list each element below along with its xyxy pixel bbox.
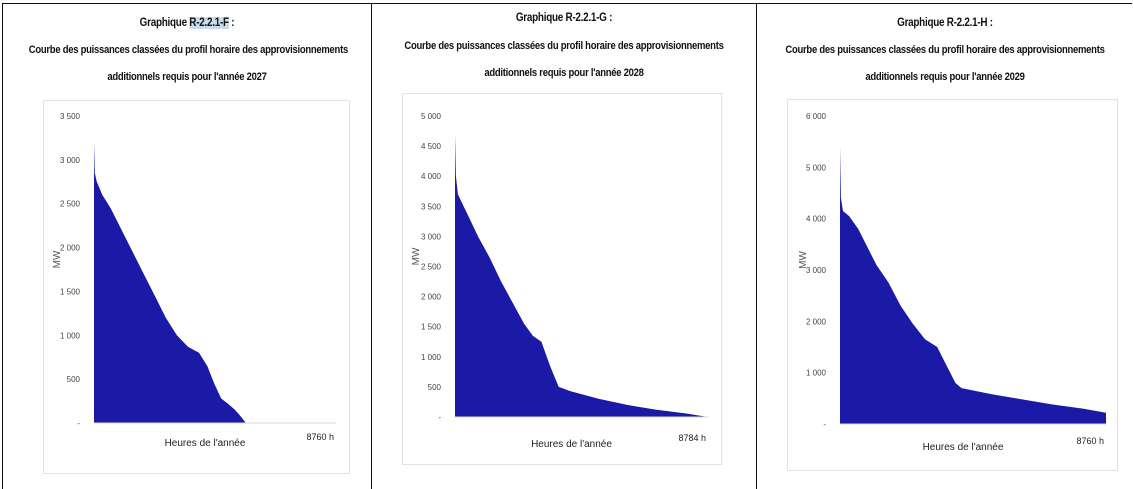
y-tick-label: - <box>438 413 441 422</box>
plot-area: - 1 000 2 000 3 000 4 000 5 000 6 000 MW Heures … <box>787 99 1118 471</box>
chart-title: Graphique R-2.2.1-G : <box>399 12 729 24</box>
y-tick-label: 3 000 <box>60 156 81 165</box>
chart-title-id: R-2.2.1-H <box>946 17 988 29</box>
frame-left-line <box>2 3 3 489</box>
y-tick-label: 1 500 <box>60 287 81 296</box>
x-axis-label: Heures de l'année <box>531 439 612 450</box>
y-tick-label: 500 <box>428 383 442 392</box>
y-tick-label: 1 000 <box>806 369 827 378</box>
y-tick-label: 500 <box>67 375 81 384</box>
x-end-label: 8760 h <box>306 432 334 442</box>
y-tick-label: 2 500 <box>60 200 81 209</box>
y-tick-label: 3 500 <box>421 202 442 211</box>
chart-subtitle-line1: Courbe des puissances classées du profil… <box>404 40 724 52</box>
chart-panel-2027: Graphique R-2.2.1-F : Courbe des puissan… <box>3 0 371 489</box>
plot-area: - 500 1 000 1 500 2 000 2 500 3 000 3 500 4 000 4… <box>402 93 722 465</box>
x-end-label: 8784 h <box>678 433 706 443</box>
chart-subtitle-line2: additionnels requis pour l'année 2029 <box>865 71 1025 83</box>
y-tick-label: 1 000 <box>421 353 442 362</box>
frame-top-line <box>2 3 1132 4</box>
y-tick-label: 6 000 <box>806 112 827 121</box>
y-tick-label: 3 000 <box>421 232 442 241</box>
area-series-mw <box>840 146 1106 425</box>
y-tick-label: 3 000 <box>806 266 827 275</box>
y-tick-label: 1 000 <box>60 331 81 340</box>
chart-title-id: R-2.2.1-F <box>189 17 229 29</box>
y-tick-label: 5 000 <box>806 163 827 172</box>
chart-title: Graphique R-2.2.1-F : <box>29 17 345 29</box>
chart-subtitle-line2: additionnels requis pour l'année 2028 <box>484 67 644 79</box>
y-tick-label: 1 500 <box>421 323 442 332</box>
x-axis-label: Heures de l'année <box>923 442 1004 453</box>
chart-title-suffix: : <box>606 12 613 24</box>
y-tick-label: - <box>823 420 826 429</box>
chart-title-prefix: Graphique <box>897 17 947 29</box>
area-series-mw <box>455 134 708 417</box>
area-series-mw <box>94 142 336 424</box>
chart-svg: - 500 1 000 1 500 2 000 2 500 3 000 3 500 4 000 4… <box>411 112 708 450</box>
y-tick-label: 4 000 <box>806 215 827 224</box>
chart-subtitle-line1: Courbe des puissances classées du profil… <box>785 44 1105 56</box>
y-axis-label: MW <box>798 251 809 269</box>
divider-line-2 <box>756 3 757 489</box>
y-tick-label: 2 000 <box>421 293 442 302</box>
y-tick-label: 5 000 <box>421 112 442 121</box>
y-tick-label: 2 000 <box>806 317 827 326</box>
y-tick-label: - <box>77 419 80 428</box>
divider-line-1 <box>371 3 372 489</box>
y-tick-label: 2 500 <box>421 263 442 272</box>
x-end-label: 8760 h <box>1076 436 1104 446</box>
y-tick-label: 3 500 <box>60 112 81 121</box>
chart-title-prefix: Graphique <box>515 12 566 24</box>
chart-title: Graphique R-2.2.1-H : <box>783 17 1106 29</box>
chart-svg: - 1 000 2 000 3 000 4 000 5 000 6 000 MW Heures … <box>798 112 1106 453</box>
chart-subtitle-line2: additionnels requis pour l'année 2027 <box>107 71 267 83</box>
y-tick-label: 2 000 <box>60 244 81 253</box>
y-tick-label: 4 500 <box>421 142 442 151</box>
chart-title-id: R-2.2.1-G <box>565 12 607 24</box>
x-axis-label: Heures de l'année <box>165 438 246 449</box>
chart-panel-2028: Graphique R-2.2.1-G : Courbe des puissan… <box>372 0 756 489</box>
chart-title-prefix: Graphique <box>139 17 190 29</box>
chart-title-suffix: : <box>987 17 993 29</box>
chart-panel-2029: Graphique R-2.2.1-H : Courbe des puissan… <box>757 0 1133 489</box>
chart-svg: - 500 1 000 1 500 2 000 2 500 3 000 3 500 MW Heur… <box>52 112 336 449</box>
chart-subtitle-line1: Courbe des puissances classées du profil… <box>28 44 348 56</box>
y-axis-label: MW <box>411 247 422 265</box>
plot-area: - 500 1 000 1 500 2 000 2 500 3 000 3 500 MW Heur… <box>43 100 350 474</box>
chart-title-suffix: : <box>228 17 235 29</box>
y-tick-label: 4 000 <box>421 172 442 181</box>
y-axis-label: MW <box>52 250 63 268</box>
